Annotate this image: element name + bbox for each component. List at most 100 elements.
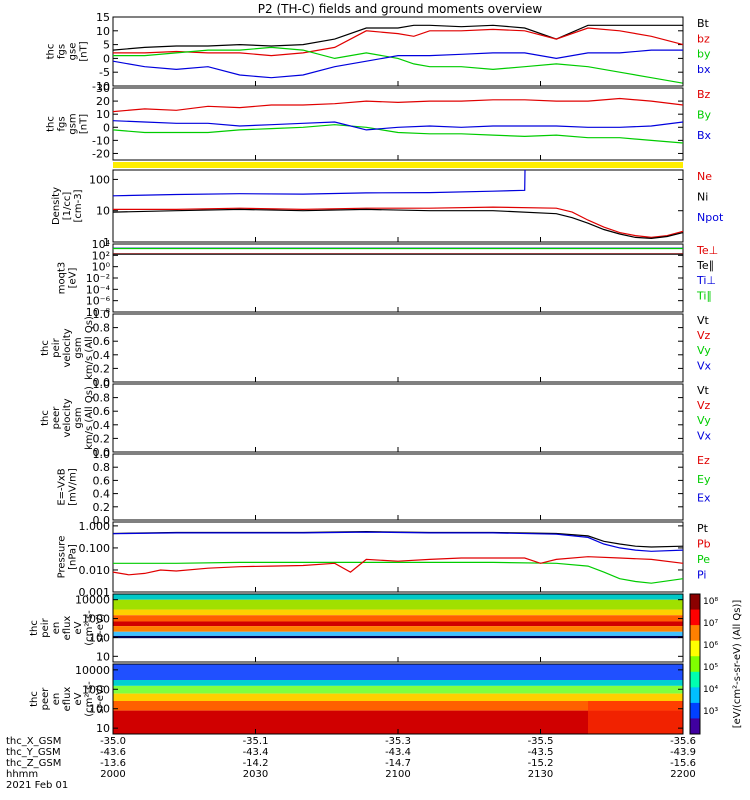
spectrogram-band [113, 693, 683, 701]
spectrogram-band [113, 621, 683, 627]
spectrogram-band [113, 609, 683, 616]
spectrogram-band [113, 700, 683, 711]
series-Ni [112, 208, 684, 240]
y-tick-label: 10 [96, 722, 110, 735]
panel-frame [112, 453, 684, 521]
y-tick-label: 0 [103, 121, 110, 134]
series-Pb [112, 556, 684, 576]
colorbar-tick-label: 10⁶ [703, 641, 718, 651]
figure-title: P2 (TH-C) fields and ground moments over… [258, 2, 543, 16]
x-row-label: thc_Y_GSM [6, 747, 61, 758]
y-tick-label: 1.0 [93, 448, 111, 461]
y-tick-label: 0.2 [93, 501, 111, 514]
series-bz [113, 27, 684, 57]
panel-peer_en: 10000 1000 100 10 thc peer en eflux eV (cm²-s-sr-… [29, 663, 684, 735]
x-tick-label-Y: -43.5 [528, 747, 554, 758]
y-tick-label: 10 [96, 650, 110, 663]
y-axis-label: thc [46, 116, 57, 132]
y-axis-label: velocity [62, 398, 73, 437]
x-tick-label-X: -35.6 [670, 736, 696, 747]
series-Bt [112, 24, 683, 51]
y-tick-label: 0.0 [93, 514, 111, 527]
x-row-label: 2021 Feb 01 [6, 780, 68, 791]
y-tick-label: 0.4 [93, 488, 111, 501]
series-Bz [112, 97, 684, 113]
spectrogram-band [113, 615, 683, 622]
x-tick-label-Y: -43.6 [100, 747, 126, 758]
y-axis-label: gsm [73, 337, 84, 358]
series-Ne [113, 206, 684, 239]
y-axis-label: thc [46, 44, 57, 60]
colorbar-segment [690, 594, 700, 611]
y-axis-label: Density [51, 187, 62, 225]
panel-frame [112, 383, 684, 453]
y-tick-label: 0.2 [93, 432, 111, 445]
y-tick-label: 10⁻⁴ [86, 283, 111, 296]
y-tick-label: 0.001 [79, 586, 111, 599]
y-tick-label: 10 [96, 205, 110, 218]
y-tick-label: 1000 [82, 683, 110, 696]
y-axis-label: eflux [62, 687, 73, 712]
legend-entry: Vt [697, 384, 710, 397]
y-axis-label: gsm [73, 407, 84, 428]
colorbar-tick-label: 10⁵ [703, 663, 718, 673]
y-axis-label: en [51, 693, 62, 706]
legend-entry: Vy [697, 414, 711, 427]
legend-entry: By [697, 109, 712, 122]
y-axis-label: (cm²-s- [84, 610, 95, 646]
y-tick-label: 10⁻⁶ [86, 295, 111, 308]
y-tick-label: 10⁻⁸ [86, 306, 111, 319]
colorbar-frame [689, 593, 701, 735]
y-tick-label: -5 [99, 66, 110, 79]
y-tick-label: 10⁴ [92, 238, 111, 251]
legend-entry: Pi [697, 569, 706, 582]
y-axis-label: peer [40, 687, 51, 711]
y-tick-label: 5 [103, 39, 110, 52]
x-tick-label-X: -35.1 [243, 736, 269, 747]
legend-entry: Pt [697, 522, 709, 535]
legend-entry: Vt [697, 314, 710, 327]
legend-entry: Bx [697, 129, 712, 142]
colorbar-tick-label: 10⁷ [703, 619, 718, 629]
y-tick-label: 10⁻² [86, 272, 110, 285]
y-tick-label: 0.6 [93, 405, 111, 418]
x-tick-label-hhmm: 2030 [243, 769, 268, 780]
colorbar-segment [690, 687, 700, 704]
x-tick-label-X: -35.3 [385, 736, 411, 747]
y-tick-label: 0.4 [93, 349, 111, 362]
x-tick-label-Z: -13.6 [100, 758, 126, 769]
y-tick-label: 10 [96, 108, 110, 121]
spectrogram-band [113, 635, 683, 639]
y-axis-label: eflux [62, 616, 73, 641]
legend-entry: Pe [697, 553, 710, 566]
colorbar-segment [690, 718, 700, 735]
y-axis-label: fgs [57, 44, 68, 59]
colorbar: 10⁸ 10⁷ 10⁶ 10⁵ 10⁴ 10³ [eV/(cm²-s-sr-eV) (All… [689, 593, 743, 735]
x-tick-label-hhmm: 2130 [528, 769, 553, 780]
colorbar-segment [690, 656, 700, 673]
legend-entry: Vx [697, 429, 712, 442]
colorbar-segment [690, 671, 700, 688]
y-axis-label: [1/cc] [62, 192, 73, 221]
y-tick-label: 0.0 [93, 376, 111, 389]
y-tick-label: 1.000 [79, 520, 111, 533]
y-tick-label: 0.100 [79, 542, 111, 555]
y-tick-label: -10 [92, 134, 110, 147]
y-axis-label: Pressure [57, 536, 68, 579]
series-Bx [112, 120, 684, 131]
spectrogram-band [113, 626, 683, 632]
legend-entry: Ni [697, 191, 708, 204]
y-axis-label: [nT] [79, 114, 90, 134]
y-tick-label: 100 [89, 703, 110, 716]
legend-entry: Te∥ [696, 259, 714, 272]
x-tick-label-hhmm: 2200 [670, 769, 695, 780]
spectrogram-band [113, 680, 683, 686]
colorbar-tick-label: 10³ [703, 707, 718, 717]
y-tick-label: 10000 [75, 664, 110, 677]
y-axis-label: [nT] [79, 41, 90, 61]
spectrogram-band [113, 685, 683, 694]
panel-frame [112, 313, 684, 383]
legend-entry: by [697, 48, 711, 61]
